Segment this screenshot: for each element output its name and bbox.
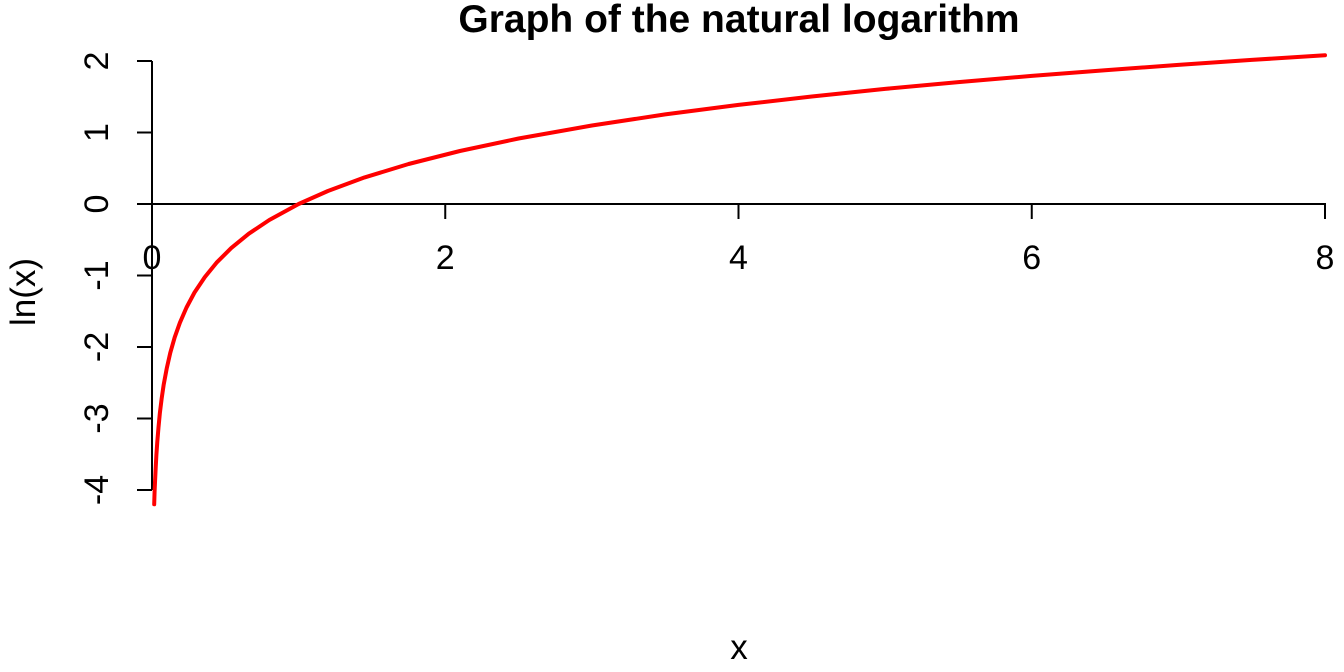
y-tick-label: -2 [78, 332, 116, 362]
log-curve [152, 53, 1327, 507]
chart-title: Graph of the natural logarithm [458, 0, 1020, 41]
x-tick-label: 2 [436, 239, 455, 277]
y-tick-label: -3 [78, 403, 116, 433]
x-axis-label: x [730, 628, 748, 667]
y-tick-label: 2 [78, 52, 116, 71]
y-tick-label: -1 [78, 260, 116, 290]
y-tick-label: -4 [78, 475, 116, 505]
x-tick-label: 8 [1316, 239, 1335, 277]
x-tick-label: 6 [1022, 239, 1041, 277]
y-tick-label: 1 [78, 123, 116, 142]
y-tick-label: 0 [78, 195, 116, 214]
x-tick-label: 0 [143, 239, 162, 277]
x-tick-label: 4 [729, 239, 748, 277]
